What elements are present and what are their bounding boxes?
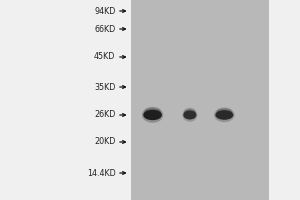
Bar [130,0,268,200]
Ellipse shape [143,110,162,120]
Ellipse shape [144,110,161,117]
Text: 94KD: 94KD [94,6,116,16]
Ellipse shape [217,108,232,114]
Ellipse shape [182,108,197,122]
Text: 20KD: 20KD [94,138,116,146]
Text: 35KD: 35KD [94,83,116,92]
Ellipse shape [214,108,235,122]
Ellipse shape [184,110,196,115]
Ellipse shape [215,110,233,120]
Ellipse shape [183,110,196,119]
Text: 45KD: 45KD [94,52,116,61]
Text: 14.4KD: 14.4KD [87,168,116,178]
Ellipse shape [144,109,161,115]
Ellipse shape [184,108,195,114]
Ellipse shape [216,111,233,116]
Ellipse shape [142,107,163,123]
Text: 26KD: 26KD [94,110,116,119]
Ellipse shape [145,107,160,113]
Ellipse shape [216,109,232,115]
Text: 66KD: 66KD [94,24,116,33]
Ellipse shape [184,111,196,116]
